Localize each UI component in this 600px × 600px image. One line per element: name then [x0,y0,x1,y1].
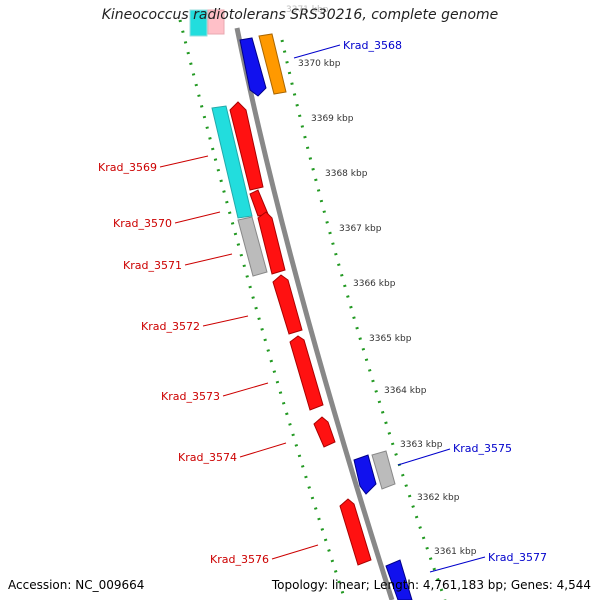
scale-label: 3369 kbp [311,114,354,124]
scale-label: 3365 kbp [369,334,412,344]
genome-summary-label: Topology: linear; Length: 4,761,183 bp; … [271,578,591,592]
scale-label: 3367 kbp [339,224,382,234]
scale-label: 3362 kbp [417,493,460,503]
gene-block-krad-3573 [289,335,324,411]
scale-label: 3364 kbp [384,386,427,396]
gene-label-krad-3568: Krad_3568 [343,39,402,52]
gene-label-krad-3577: Krad_3577 [488,551,547,564]
leader-line-krad-3569 [159,155,209,168]
gene-label-krad-3569: Krad_3569 [98,161,157,174]
gene-label-krad-3572: Krad_3572 [141,320,200,333]
leader-line-krad-3574 [239,442,287,458]
gene-label-krad-3573: Krad_3573 [161,390,220,403]
gene-block-krad-3572 [272,274,303,335]
gene-block-red-b [257,211,286,275]
gene-block-krad-3576 [339,498,372,566]
gene-label-krad-3571: Krad_3571 [123,259,182,272]
leader-line-krad-3575 [397,448,451,466]
gene-block-orange [258,33,287,95]
feature-partial-cyan [189,9,208,37]
leader-line-krad-3573 [222,382,269,397]
scale-label: 3368 kbp [325,169,368,179]
genome-title: Kineococcus radiotolerans SRS30216, comp… [101,7,499,23]
genome-backbone [234,27,395,600]
leader-line-krad-3570 [174,211,221,224]
gene-label-krad-3574: Krad_3574 [178,451,237,464]
scale-label: 3370 kbp [298,59,341,69]
gene-block-krad-3569 [211,105,253,219]
gene-block-krad-3574 [313,416,336,448]
leader-line-krad-3568 [293,44,341,59]
gene-block-gray-b [371,450,396,490]
gene-block-krad-3571 [237,216,268,277]
outer-track-boundary [178,19,347,600]
leader-line-krad-3576 [271,544,319,560]
gene-label-krad-3570: Krad_3570 [113,217,172,230]
scale-label: 3371 kbp [286,5,329,15]
gene-block-krad-3575 [353,454,377,495]
leader-line-krad-3572 [202,315,249,327]
gene-block-krad-3568 [239,37,267,97]
scale-label: 3366 kbp [353,279,396,289]
gene-block-red-a [229,101,264,191]
scale-label: 3361 kbp [434,547,477,557]
gene-label-krad-3575: Krad_3575 [453,442,512,455]
inner-track-boundary [280,39,447,600]
accession-label: Accession: NC_009664 [8,578,145,592]
scale-label: 3363 kbp [400,440,443,450]
gene-block-krad-3577 [385,559,413,600]
gene-label-krad-3576: Krad_3576 [210,553,269,566]
feature-partial-pink [207,9,225,35]
leader-line-krad-3571 [184,253,233,266]
leader-line-krad-3577 [429,556,486,573]
